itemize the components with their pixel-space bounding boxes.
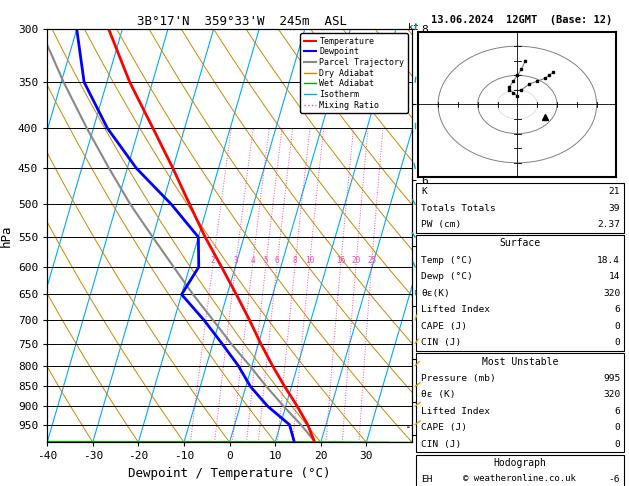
Text: Hodograph: Hodograph [494,458,547,468]
Text: θε (K): θε (K) [421,390,456,399]
Text: Dewp (°C): Dewp (°C) [421,272,473,281]
Text: EH: EH [421,475,433,484]
Text: -6: -6 [609,475,620,484]
Text: © weatheronline.co.uk: © weatheronline.co.uk [463,474,576,483]
Text: 8: 8 [292,256,298,265]
Text: Pressure (mb): Pressure (mb) [421,374,496,382]
Text: 0: 0 [615,338,620,347]
Text: 320: 320 [603,390,620,399]
Text: Totals Totals: Totals Totals [421,204,496,212]
Text: 6: 6 [615,305,620,314]
Text: 320: 320 [603,289,620,297]
Text: Temp (°C): Temp (°C) [421,256,473,264]
Text: 25: 25 [367,256,376,265]
Text: Surface: Surface [499,239,541,248]
Text: 2.37: 2.37 [597,220,620,229]
Text: 0: 0 [615,322,620,330]
Text: 10: 10 [305,256,314,265]
Text: 4: 4 [250,256,255,265]
Text: 3B°17'N  359°33'W  245m  ASL: 3B°17'N 359°33'W 245m ASL [137,15,347,28]
Text: Lifted Index: Lifted Index [421,407,491,416]
Text: 16: 16 [336,256,345,265]
X-axis label: Dewpoint / Temperature (°C): Dewpoint / Temperature (°C) [128,467,331,480]
Text: θε(K): θε(K) [421,289,450,297]
Text: CAPE (J): CAPE (J) [421,423,467,432]
Text: 21: 21 [609,187,620,196]
Text: K: K [421,187,427,196]
Text: 39: 39 [609,204,620,212]
Text: 0: 0 [615,423,620,432]
Text: 3: 3 [233,256,238,265]
Text: 18.4: 18.4 [597,256,620,264]
Text: 20: 20 [352,256,360,265]
Text: 0: 0 [615,440,620,449]
Text: Lifted Index: Lifted Index [421,305,491,314]
Text: 2: 2 [211,256,215,265]
Text: Most Unstable: Most Unstable [482,357,559,366]
Y-axis label: hPa: hPa [0,225,13,247]
Y-axis label: km
ASL: km ASL [444,225,462,246]
Text: 6: 6 [615,407,620,416]
Text: kt: kt [408,23,419,32]
Text: 995: 995 [603,374,620,382]
Text: 6: 6 [275,256,279,265]
Text: LCL: LCL [467,425,483,434]
Text: 5: 5 [264,256,268,265]
Text: PW (cm): PW (cm) [421,220,462,229]
Text: 13.06.2024  12GMT  (Base: 12): 13.06.2024 12GMT (Base: 12) [431,15,613,25]
Legend: Temperature, Dewpoint, Parcel Trajectory, Dry Adiabat, Wet Adiabat, Isotherm, Mi: Temperature, Dewpoint, Parcel Trajectory… [300,34,408,113]
Text: 14: 14 [609,272,620,281]
Text: CIN (J): CIN (J) [421,440,462,449]
Text: Mixing Ratio (g/kg): Mixing Ratio (g/kg) [465,180,476,292]
Text: CAPE (J): CAPE (J) [421,322,467,330]
Text: CIN (J): CIN (J) [421,338,462,347]
